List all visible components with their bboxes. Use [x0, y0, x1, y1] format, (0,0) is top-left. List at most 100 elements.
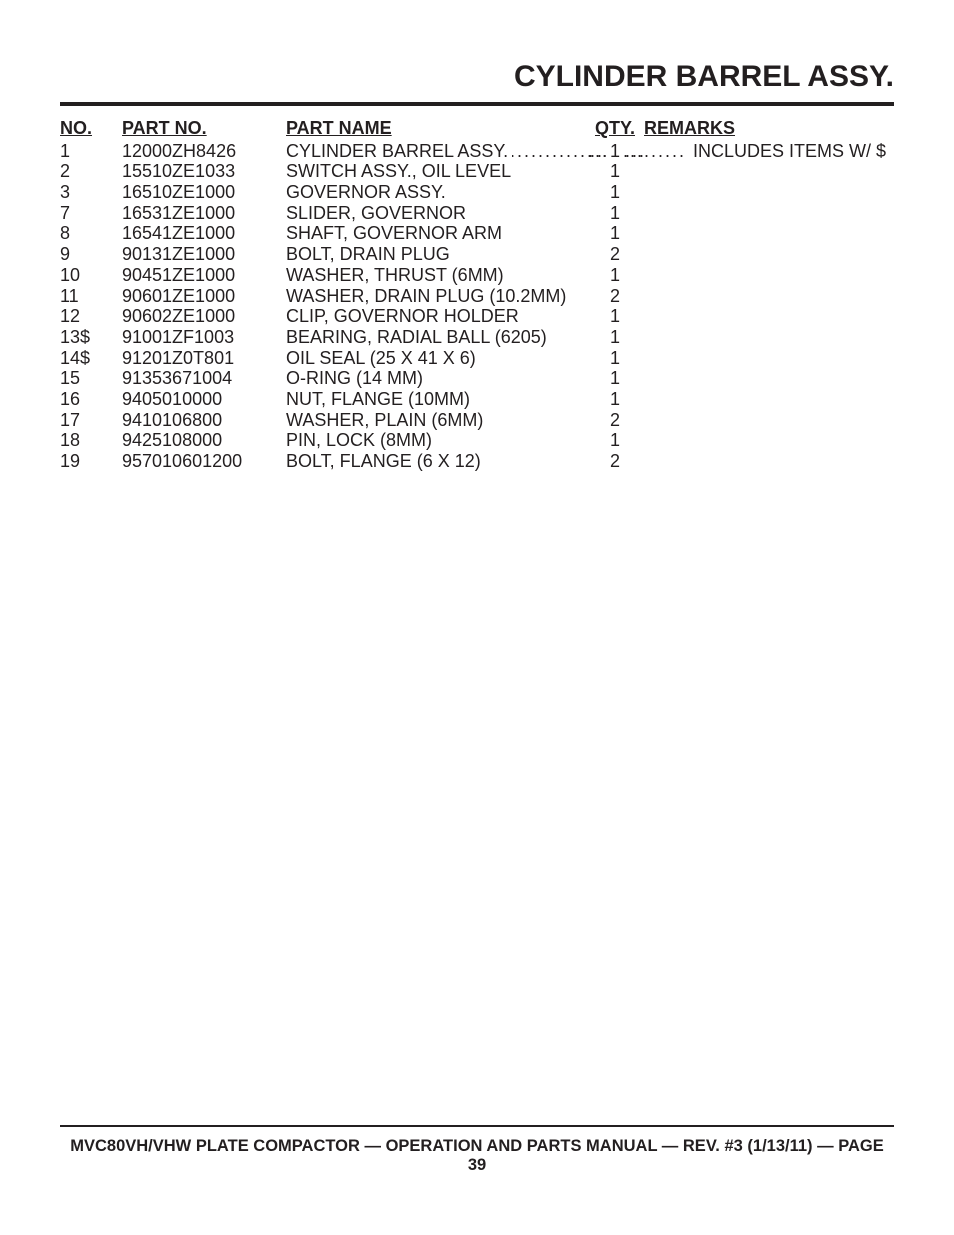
cell-partno: 12000ZH8426	[122, 141, 286, 162]
table-body: 112000ZH8426CYLINDER BARREL ASSY.1INCLUD…	[60, 141, 894, 472]
table-row: 112000ZH8426CYLINDER BARREL ASSY.1INCLUD…	[60, 141, 894, 162]
cell-qty: 1	[590, 265, 644, 286]
cell-no: 2	[60, 161, 122, 182]
cell-remarks	[644, 451, 894, 472]
cell-remarks	[644, 223, 894, 244]
cell-partname: WASHER, THRUST (6MM)	[286, 265, 590, 286]
cell-partno: 91353671004	[122, 368, 286, 389]
cell-partname: SWITCH ASSY., OIL LEVEL	[286, 161, 590, 182]
cell-partno: 91001ZF1003	[122, 327, 286, 348]
table-row: 169405010000NUT, FLANGE (10MM)1	[60, 389, 894, 410]
cell-partname: BEARING, RADIAL BALL (6205)	[286, 327, 590, 348]
cell-partname: SLIDER, GOVERNOR	[286, 203, 590, 224]
cell-no: 3	[60, 182, 122, 203]
cell-partname: SHAFT, GOVERNOR ARM	[286, 223, 590, 244]
cell-qty: 1	[590, 182, 644, 203]
cell-remarks	[644, 410, 894, 431]
cell-partname: WASHER, PLAIN (6MM)	[286, 410, 590, 431]
cell-no: 1	[60, 141, 122, 162]
cell-remarks	[644, 161, 894, 182]
cell-no: 16	[60, 389, 122, 410]
cell-partname: BOLT, FLANGE (6 X 12)	[286, 451, 590, 472]
cell-qty: 1	[590, 348, 644, 369]
cell-remarks	[644, 348, 894, 369]
cell-remarks	[644, 389, 894, 410]
cell-partname: NUT, FLANGE (10MM)	[286, 389, 590, 410]
cell-qty: 1	[590, 306, 644, 327]
table-row: 1290602ZE1000CLIP, GOVERNOR HOLDER1	[60, 306, 894, 327]
cell-remarks	[644, 368, 894, 389]
cell-partno: 16531ZE1000	[122, 203, 286, 224]
cell-qty: 2	[590, 451, 644, 472]
table-row: 990131ZE1000BOLT, DRAIN PLUG2	[60, 244, 894, 265]
cell-partno: 16510ZE1000	[122, 182, 286, 203]
cell-partno: 957010601200	[122, 451, 286, 472]
table-row: 716531ZE1000SLIDER, GOVERNOR1	[60, 203, 894, 224]
cell-partno: 9425108000	[122, 430, 286, 451]
cell-qty: 1	[590, 327, 644, 348]
cell-remarks: INCLUDES ITEMS W/ $	[644, 141, 894, 162]
table-row: 215510ZE1033SWITCH ASSY., OIL LEVEL1	[60, 161, 894, 182]
table-row: 19957010601200BOLT, FLANGE (6 X 12)2	[60, 451, 894, 472]
cell-partname: GOVERNOR ASSY.	[286, 182, 590, 203]
col-header-partno: PART NO.	[122, 118, 286, 141]
footer: MVC80VH/VHW PLATE COMPACTOR — OPERATION …	[60, 1125, 894, 1175]
cell-qty: 1	[590, 203, 644, 224]
cell-partno: 9410106800	[122, 410, 286, 431]
cell-partname: PIN, LOCK (8MM)	[286, 430, 590, 451]
cell-no: 10	[60, 265, 122, 286]
cell-remarks	[644, 286, 894, 307]
table-row: 179410106800WASHER, PLAIN (6MM)2	[60, 410, 894, 431]
col-header-no: NO.	[60, 118, 122, 141]
cell-no: 17	[60, 410, 122, 431]
cell-no: 13$	[60, 327, 122, 348]
col-header-remarks: REMARKS	[644, 118, 894, 141]
footer-text: MVC80VH/VHW PLATE COMPACTOR — OPERATION …	[60, 1137, 894, 1175]
cell-no: 18	[60, 430, 122, 451]
cell-partname: CYLINDER BARREL ASSY.	[286, 141, 590, 162]
cell-qty: 1	[590, 368, 644, 389]
cell-no: 11	[60, 286, 122, 307]
table-row: 316510ZE1000GOVERNOR ASSY.1	[60, 182, 894, 203]
cell-partname: CLIP, GOVERNOR HOLDER	[286, 306, 590, 327]
cell-remarks	[644, 327, 894, 348]
cell-no: 8	[60, 223, 122, 244]
col-header-qty: QTY.	[590, 118, 644, 141]
cell-no: 15	[60, 368, 122, 389]
cell-partname: WASHER, DRAIN PLUG (10.2MM)	[286, 286, 590, 307]
page: CYLINDER BARREL ASSY. NO. PART NO. PART …	[0, 0, 954, 1235]
cell-remarks	[644, 244, 894, 265]
cell-partname: BOLT, DRAIN PLUG	[286, 244, 590, 265]
cell-qty: 2	[590, 286, 644, 307]
table-row: 13$91001ZF1003BEARING, RADIAL BALL (6205…	[60, 327, 894, 348]
cell-qty: 1	[590, 141, 644, 162]
cell-partno: 9405010000	[122, 389, 286, 410]
cell-partname: OIL SEAL (25 X 41 X 6)	[286, 348, 590, 369]
cell-partno: 90131ZE1000	[122, 244, 286, 265]
table-header: NO. PART NO. PART NAME QTY. REMARKS	[60, 118, 894, 141]
cell-qty: 2	[590, 410, 644, 431]
cell-partname: O-RING (14 MM)	[286, 368, 590, 389]
cell-qty: 1	[590, 430, 644, 451]
page-title: CYLINDER BARREL ASSY.	[60, 60, 894, 94]
cell-partno: 90602ZE1000	[122, 306, 286, 327]
cell-no: 9	[60, 244, 122, 265]
cell-qty: 1	[590, 389, 644, 410]
cell-remarks	[644, 265, 894, 286]
cell-no: 14$	[60, 348, 122, 369]
cell-qty: 1	[590, 223, 644, 244]
cell-no: 12	[60, 306, 122, 327]
footer-rule	[60, 1125, 894, 1127]
table-row: 1090451ZE1000WASHER, THRUST (6MM)1	[60, 265, 894, 286]
cell-remarks	[644, 203, 894, 224]
cell-remarks	[644, 306, 894, 327]
cell-partno: 91201Z0T801	[122, 348, 286, 369]
table-row: 816541ZE1000SHAFT, GOVERNOR ARM1	[60, 223, 894, 244]
cell-no: 7	[60, 203, 122, 224]
parts-table: NO. PART NO. PART NAME QTY. REMARKS 1120…	[60, 118, 894, 472]
cell-partno: 15510ZE1033	[122, 161, 286, 182]
cell-no: 19	[60, 451, 122, 472]
cell-partno: 90601ZE1000	[122, 286, 286, 307]
cell-qty: 1	[590, 161, 644, 182]
cell-partno: 90451ZE1000	[122, 265, 286, 286]
